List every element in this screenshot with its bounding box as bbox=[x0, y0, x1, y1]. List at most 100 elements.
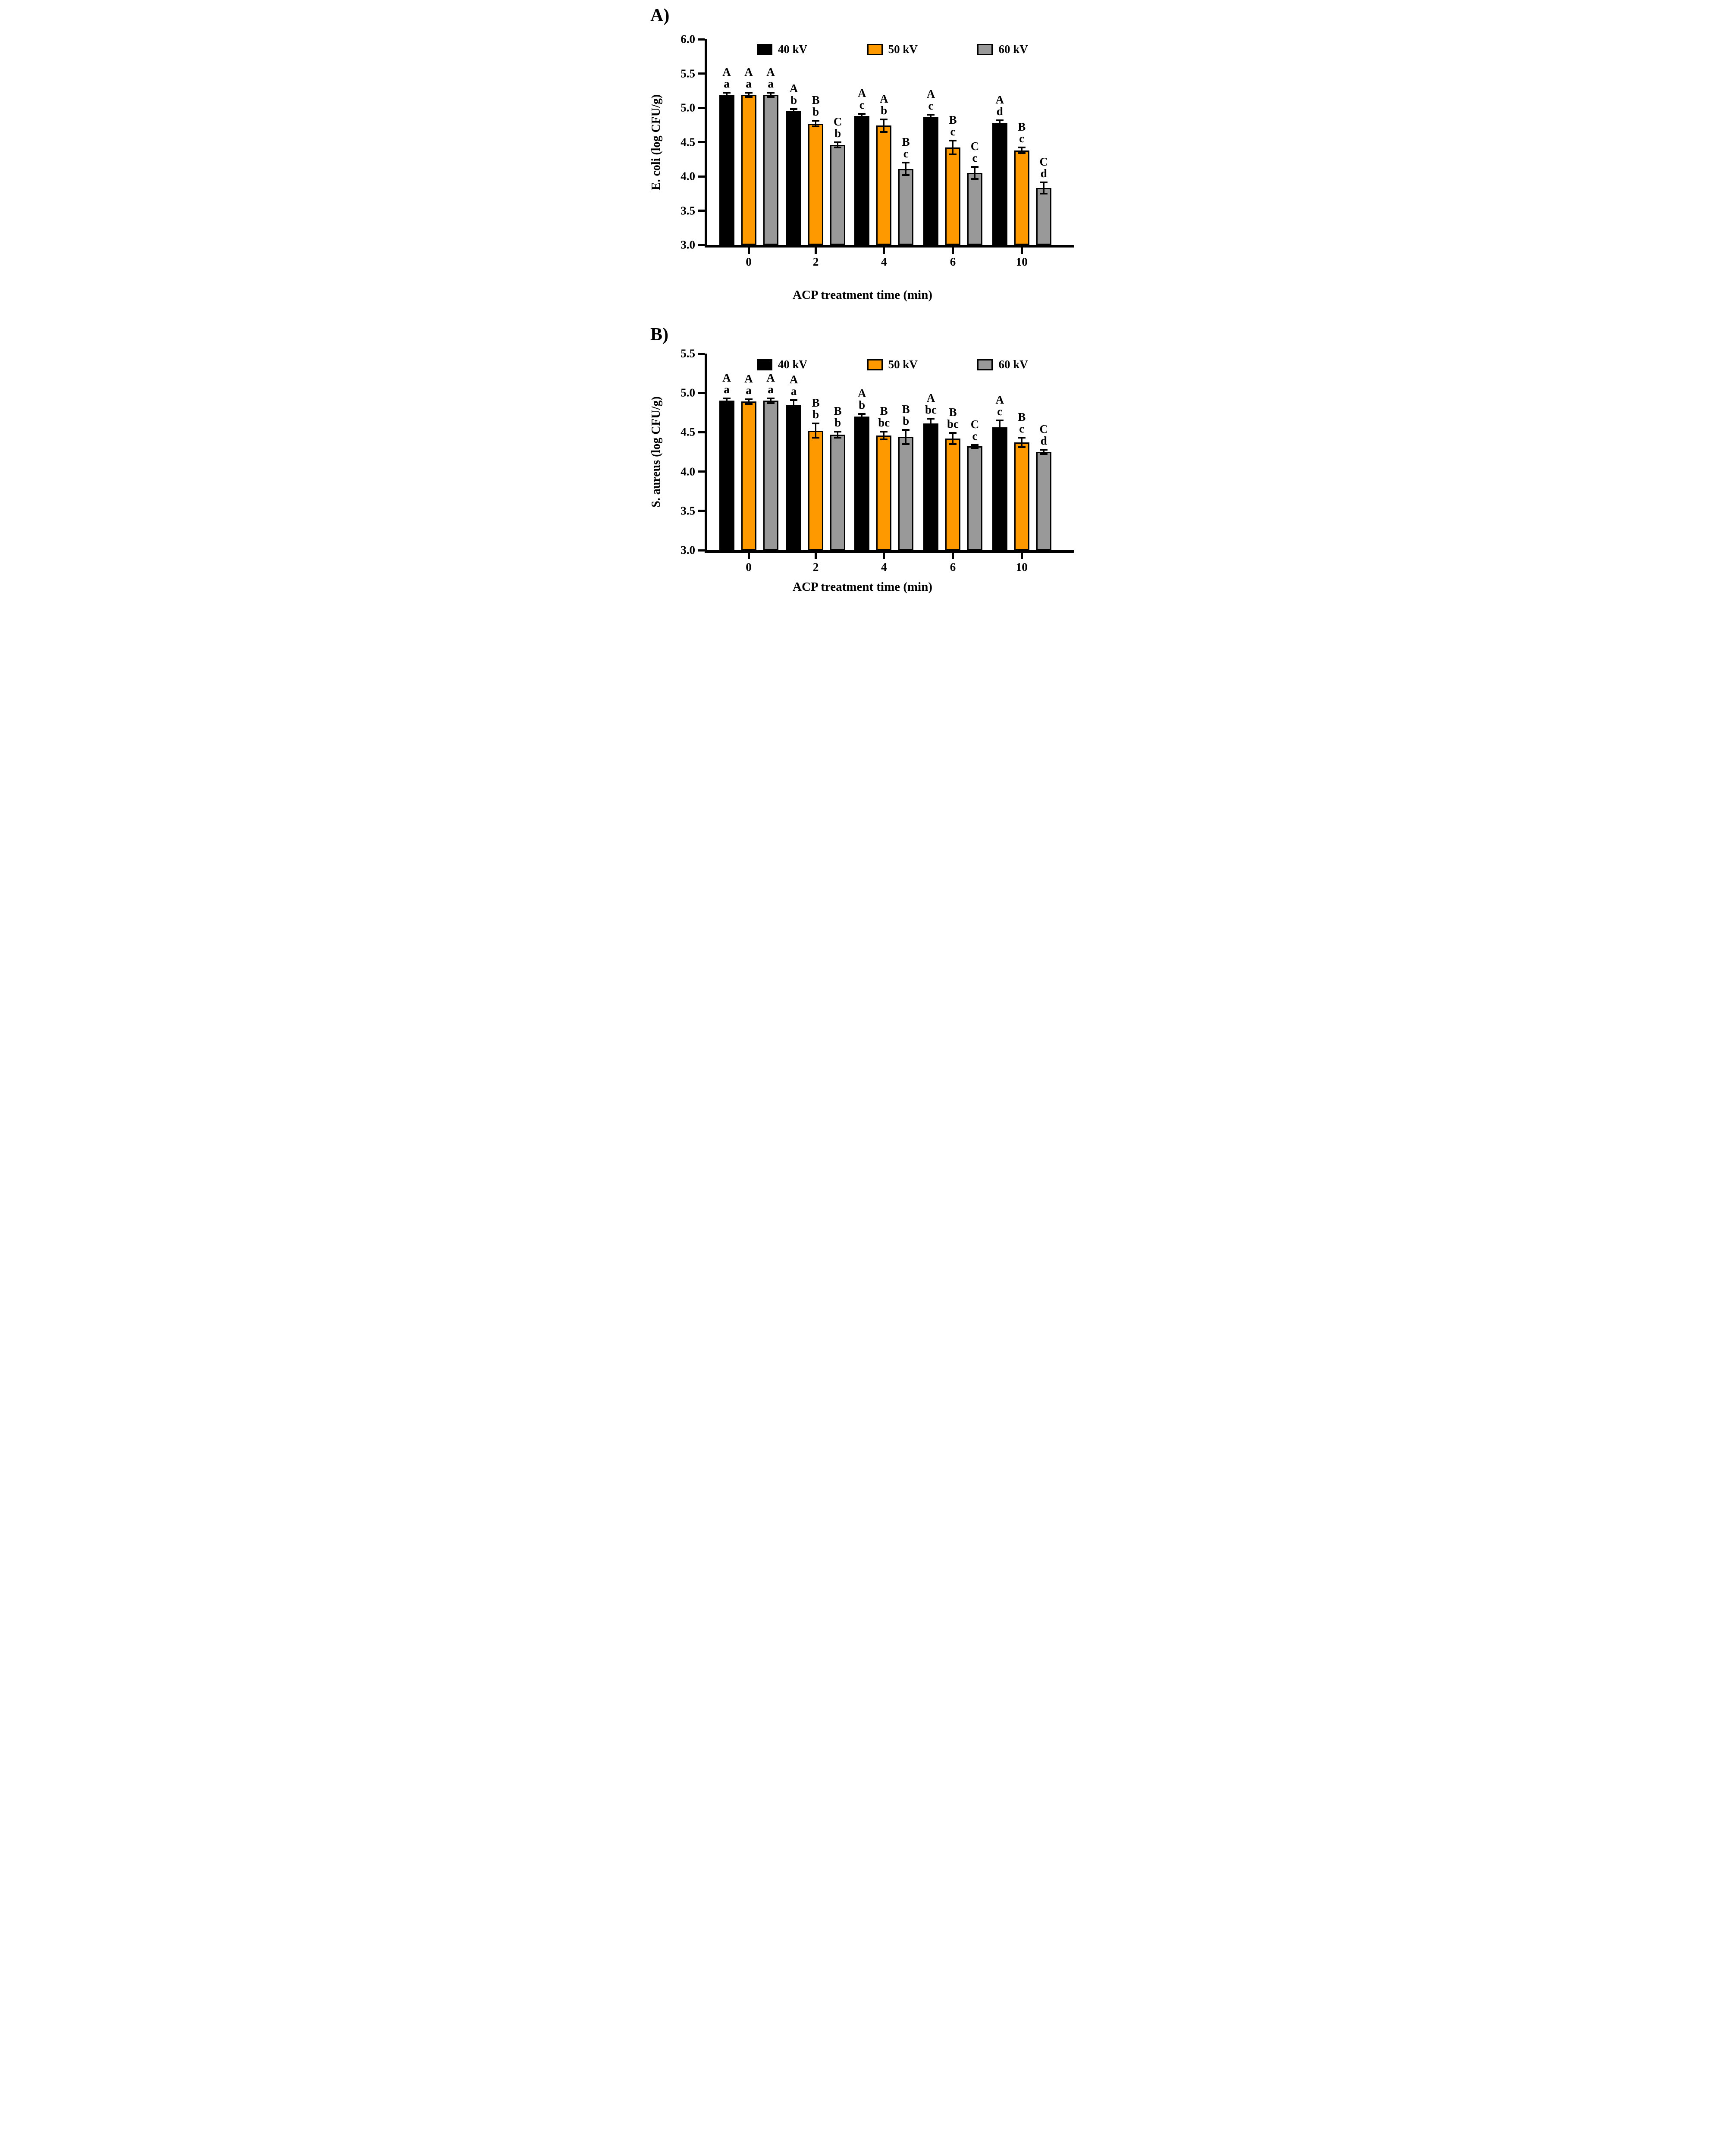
error-bar-stem bbox=[952, 433, 953, 444]
error-bar-cap-bottom bbox=[971, 447, 979, 449]
error-bar-stem bbox=[905, 163, 907, 175]
error-bar-cap-top bbox=[996, 119, 1004, 121]
bar-b-40kV-t10 bbox=[992, 427, 1007, 550]
error-bar-cap-bottom bbox=[767, 96, 775, 98]
bar-a-50kV-t10 bbox=[1014, 150, 1029, 245]
error-bar-cap-bottom bbox=[834, 437, 842, 439]
error-bar-cap-bottom bbox=[927, 427, 935, 429]
legend-label: 50 kV bbox=[888, 358, 918, 371]
y-tick-panel-a bbox=[698, 107, 705, 109]
legend-panel-a: 40 kV 50 kV 60 kV bbox=[756, 43, 1028, 56]
error-bar-stem bbox=[793, 109, 795, 113]
error-bar-stem bbox=[999, 120, 1000, 126]
bar-a-40kV-t10 bbox=[992, 122, 1007, 245]
bar-a-50kV-t6 bbox=[945, 147, 960, 245]
bar-a-40kV-t6 bbox=[923, 117, 938, 245]
x-tick-label-panel-a: 0 bbox=[746, 255, 752, 268]
error-bar-cap-bottom bbox=[858, 117, 866, 119]
y-tick-panel-b bbox=[698, 431, 705, 433]
error-bar-cap-bottom bbox=[834, 147, 842, 149]
y-tick-label-panel-b: 3.5 bbox=[681, 504, 695, 517]
x-axis-line-panel-a bbox=[705, 245, 1074, 248]
bar-b-50kV-t10 bbox=[1014, 442, 1029, 550]
bar-a-50kV-t4 bbox=[876, 125, 892, 245]
legend-panel-b: 40 kV 50 kV 60 kV bbox=[756, 358, 1028, 371]
y-tick-label-panel-b: 5.0 bbox=[681, 386, 695, 399]
y-tick-panel-a bbox=[698, 38, 705, 41]
y-tick-label-panel-a: 3.0 bbox=[681, 238, 695, 251]
bar-a-60kV-t0 bbox=[763, 94, 778, 245]
x-tick-label-panel-a: 2 bbox=[812, 255, 819, 268]
error-bar-cap-bottom bbox=[723, 96, 731, 98]
error-bar-stem bbox=[974, 166, 975, 179]
bar-b-60kV-t6 bbox=[967, 446, 982, 550]
legend-item-40kV: 40 kV bbox=[756, 43, 808, 56]
x-tick-panel-b bbox=[1020, 553, 1023, 559]
error-bar-cap-top bbox=[723, 397, 731, 399]
y-axis-title-panel-b: S. aureus (log CFU/g) bbox=[649, 396, 663, 508]
error-bar-stem bbox=[770, 398, 772, 403]
error-bar-cap-top bbox=[790, 399, 798, 401]
error-bar-cap-bottom bbox=[996, 125, 1004, 127]
error-bar-cap-bottom bbox=[790, 112, 798, 114]
x-axis-title-panel-a: ACP treatment time (min) bbox=[793, 288, 932, 302]
error-bar-stem bbox=[1021, 438, 1022, 448]
panel-b-label: B) bbox=[650, 325, 668, 345]
y-tick-label-panel-b: 3.0 bbox=[681, 543, 695, 557]
error-bar-stem bbox=[815, 423, 817, 438]
y-tick-panel-a bbox=[698, 175, 705, 178]
y-tick-label-panel-a: 6.0 bbox=[681, 32, 695, 46]
error-bar-cap-bottom bbox=[812, 125, 820, 127]
legend-label: 40 kV bbox=[778, 43, 808, 56]
error-bar-cap-bottom bbox=[949, 154, 957, 156]
error-bar-stem bbox=[952, 141, 953, 155]
x-tick-panel-b bbox=[952, 553, 954, 559]
figure: A) B) E. coli (log CFU/g) S. aureus (log… bbox=[647, 0, 1078, 608]
error-bar-cap-top bbox=[927, 418, 935, 420]
error-bar-cap-top bbox=[1018, 147, 1026, 149]
error-bar-cap-bottom bbox=[996, 433, 1004, 436]
bar-b-40kV-t0 bbox=[719, 401, 734, 550]
error-bar-cap-bottom bbox=[902, 443, 910, 445]
x-tick-label-panel-b: 6 bbox=[950, 561, 956, 573]
x-tick-label-panel-a: 4 bbox=[881, 255, 887, 268]
y-tick-panel-a bbox=[698, 141, 705, 143]
error-bar-stem bbox=[837, 142, 839, 148]
error-bar-cap-top bbox=[812, 120, 820, 122]
bar-a-40kV-t2 bbox=[786, 111, 802, 245]
error-bar-stem bbox=[861, 414, 863, 419]
error-bar-cap-top bbox=[902, 162, 910, 164]
error-bar-cap-top bbox=[949, 140, 957, 142]
error-bar-cap-top bbox=[971, 166, 979, 168]
error-bar-stem bbox=[883, 431, 885, 439]
legend-item-60kV: 60 kV bbox=[977, 43, 1028, 56]
error-bar-cap-bottom bbox=[1018, 152, 1026, 154]
legend-swatch-icon bbox=[756, 44, 772, 55]
y-tick-label-panel-a: 3.5 bbox=[681, 204, 695, 217]
y-tick-panel-b bbox=[698, 392, 705, 394]
error-bar-stem bbox=[883, 119, 885, 132]
y-axis-title-panel-a: E. coli (log CFU/g) bbox=[649, 94, 663, 191]
error-bar-stem bbox=[748, 399, 750, 404]
error-bar-stem bbox=[861, 114, 863, 118]
bar-b-60kV-t10 bbox=[1036, 452, 1051, 550]
x-tick-label-panel-b: 10 bbox=[1016, 561, 1028, 573]
error-bar-cap-bottom bbox=[1040, 192, 1048, 194]
error-bar-cap-top bbox=[767, 92, 775, 94]
